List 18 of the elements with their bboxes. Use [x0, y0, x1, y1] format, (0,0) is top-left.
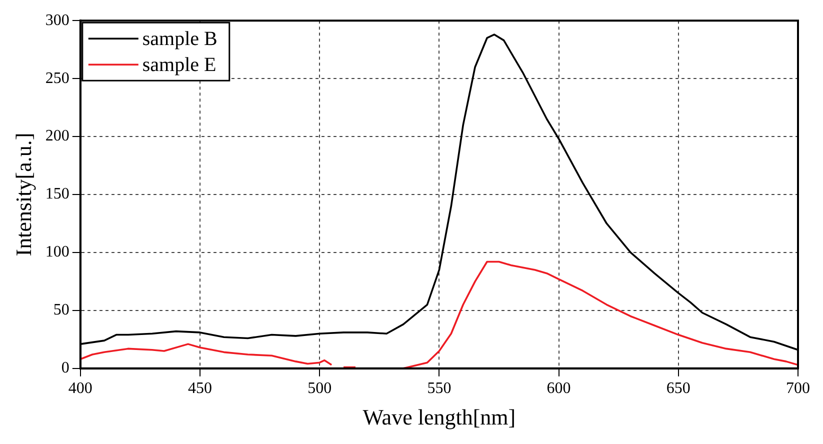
y-tick-label: 200	[45, 128, 70, 145]
y-tick-label: 250	[45, 70, 70, 87]
y-tick-label: 100	[45, 244, 70, 261]
x-tick-label: 600	[546, 380, 571, 398]
legend-label: sample E	[142, 54, 216, 76]
x-tick-label: 450	[188, 380, 212, 398]
y-axis-title: Intensity[a.u.]	[10, 132, 36, 256]
x-tick-label: 700	[786, 380, 810, 398]
y-tick-label: 150	[45, 186, 70, 203]
y-tick-label: 0	[61, 360, 70, 377]
x-tick-label: 550	[427, 380, 452, 398]
x-axis-title: Wave length[nm]	[362, 404, 516, 430]
y-tick-label: 50	[53, 302, 70, 319]
y-tick-label: 300	[45, 12, 70, 29]
legend-label: sample B	[142, 28, 218, 50]
x-tick-label: 500	[308, 380, 332, 398]
x-tick-label: 650	[666, 380, 690, 398]
x-tick-label: 400	[68, 380, 92, 398]
